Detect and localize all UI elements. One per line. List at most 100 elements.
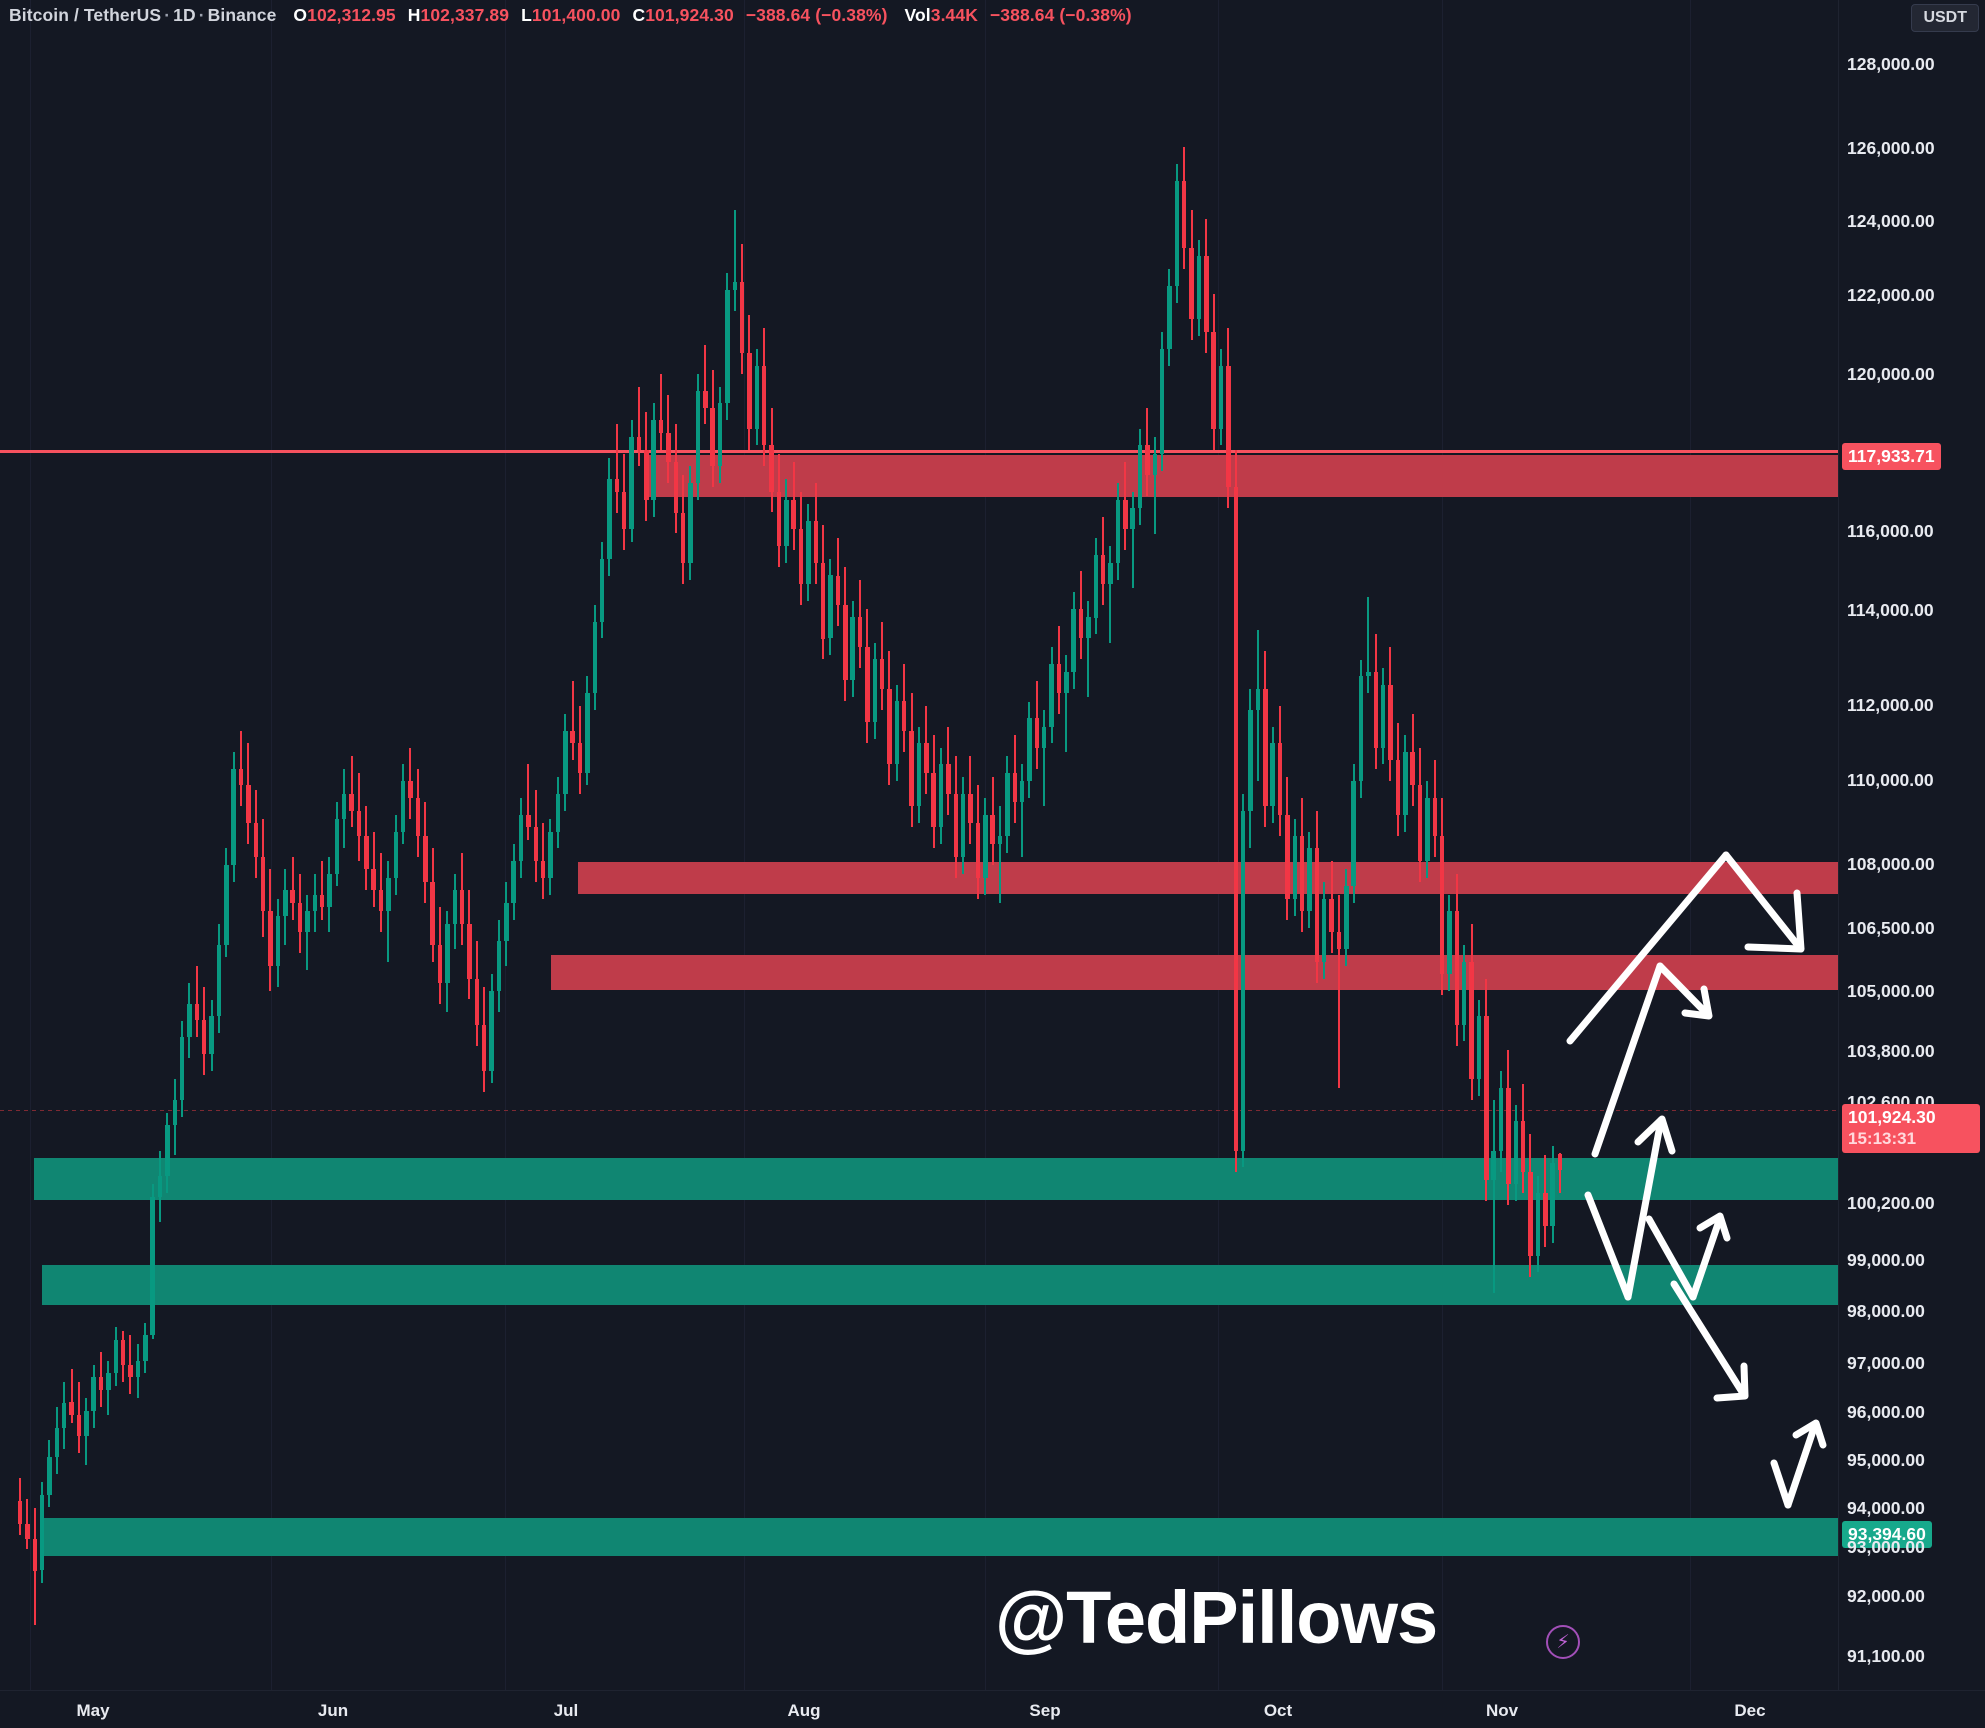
candle xyxy=(894,684,900,782)
candle xyxy=(400,764,406,845)
price-scale[interactable]: USDT 128,000.00 126,000.00 124,000.00 12… xyxy=(1838,0,1985,1690)
candle xyxy=(924,705,929,794)
candle xyxy=(916,726,922,824)
currency-badge[interactable]: USDT xyxy=(1911,4,1979,32)
candle xyxy=(150,1184,155,1340)
price-tick: 114,000.00 xyxy=(1847,600,1934,620)
candle xyxy=(459,852,465,945)
candle xyxy=(224,848,229,958)
candle xyxy=(415,768,421,857)
demand-zone-100k xyxy=(34,1158,1838,1200)
candle xyxy=(732,210,738,312)
candle xyxy=(1218,348,1224,446)
candle xyxy=(84,1398,89,1466)
candle xyxy=(1454,873,1460,1046)
candle xyxy=(901,663,907,752)
candle xyxy=(216,924,222,1034)
price-tick: 106,500.00 xyxy=(1847,918,1935,938)
interval-label[interactable]: 1D xyxy=(173,4,196,25)
candle xyxy=(312,873,318,933)
candle xyxy=(791,462,796,551)
candle xyxy=(1027,701,1032,799)
candle xyxy=(1255,630,1261,782)
candle xyxy=(776,453,782,568)
candle xyxy=(1056,625,1062,715)
candle xyxy=(953,756,959,878)
candle xyxy=(585,676,590,786)
candle xyxy=(268,869,273,992)
price-tick: 122,000.00 xyxy=(1847,285,1935,305)
candle xyxy=(1115,483,1121,580)
candle xyxy=(386,861,391,962)
price-tick: 110,000.00 xyxy=(1847,770,1934,790)
volume-label: Vol xyxy=(904,4,931,25)
candle xyxy=(938,747,944,845)
candle xyxy=(1041,709,1047,807)
time-tick: Nov xyxy=(1485,1701,1519,1720)
candle xyxy=(341,768,347,849)
candle xyxy=(69,1368,74,1424)
price-tick: 100,200.00 xyxy=(1847,1193,1935,1213)
candle xyxy=(931,735,936,849)
price-tick: 93,000.00 xyxy=(1847,1537,1925,1557)
close-label: C xyxy=(632,4,646,25)
candle xyxy=(1432,760,1438,857)
supply-zone-105k xyxy=(551,955,1838,990)
candle xyxy=(548,819,553,895)
candle xyxy=(1380,667,1386,765)
candle xyxy=(518,798,524,878)
candle xyxy=(1189,210,1194,341)
candle xyxy=(1270,726,1275,824)
candle xyxy=(445,911,450,1013)
candle xyxy=(1005,756,1010,853)
candle xyxy=(481,986,487,1092)
symbol-name[interactable]: Bitcoin / TetherUS xyxy=(9,4,162,25)
candle xyxy=(909,693,914,828)
volume-value: 3.44K xyxy=(930,4,978,25)
exchange-label[interactable]: Binance xyxy=(207,4,277,25)
candle xyxy=(592,604,598,710)
candle xyxy=(850,600,855,698)
candle xyxy=(172,1079,178,1155)
lightning-bolt-icon[interactable]: ⚡ xyxy=(1546,1625,1580,1659)
candle xyxy=(695,374,701,500)
candle xyxy=(857,579,863,668)
time-scale[interactable]: May Jun Jul Aug Sep Oct Nov Dec xyxy=(0,1690,1985,1728)
candle xyxy=(283,869,288,945)
candle xyxy=(1093,537,1099,635)
price-tick: 112,000.00 xyxy=(1847,695,1934,715)
price-tick: 99,000.00 xyxy=(1847,1250,1925,1270)
candle xyxy=(1425,781,1430,878)
chart-plot-area[interactable]: @TedPillows ⚡ xyxy=(0,0,1838,1690)
candle xyxy=(1439,798,1445,996)
candle xyxy=(106,1360,111,1416)
candle xyxy=(1012,735,1018,824)
chart-legend[interactable]: Bitcoin / TetherUS · 1D · Binance O 102,3… xyxy=(0,0,1838,30)
price-tick: 96,000.00 xyxy=(1847,1402,1925,1422)
candle xyxy=(1145,407,1150,496)
candle xyxy=(201,986,207,1076)
demand-zone-98k xyxy=(42,1265,1838,1305)
support-price-tag: 93,394.60 xyxy=(1842,1521,1932,1549)
candle xyxy=(496,919,502,1013)
price-tick: 95,000.00 xyxy=(1847,1450,1925,1470)
candle xyxy=(1299,798,1305,933)
candle xyxy=(555,777,561,849)
price-tick: 126,000.00 xyxy=(1847,138,1935,158)
candle xyxy=(990,777,995,866)
candle xyxy=(1358,659,1364,798)
candle xyxy=(393,814,399,895)
candle xyxy=(1049,646,1054,744)
candle xyxy=(143,1322,148,1374)
volume-change-value: −388.64 (−0.38%) xyxy=(989,4,1132,25)
candle xyxy=(754,348,760,446)
candle xyxy=(1321,882,1327,979)
candle xyxy=(253,789,259,878)
candle xyxy=(157,1150,163,1222)
time-tick: Aug xyxy=(787,1701,821,1720)
candle xyxy=(1461,944,1467,1042)
candle xyxy=(327,856,332,933)
candle xyxy=(1174,164,1180,303)
candle xyxy=(356,772,362,861)
candle xyxy=(297,873,303,954)
